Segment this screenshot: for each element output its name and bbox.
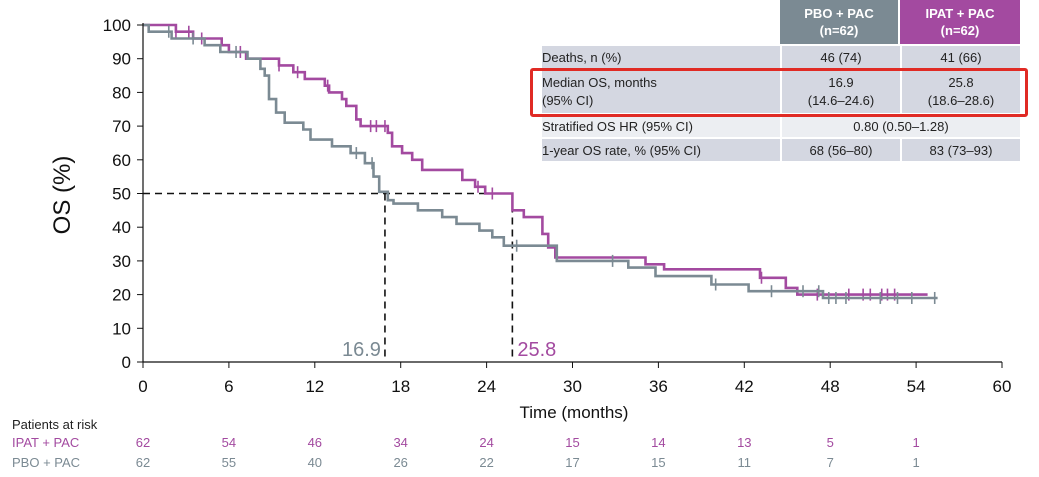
x-tick-label: 54: [907, 377, 926, 396]
y-tick-label: 90: [112, 50, 131, 69]
median-os-pbo: 16.9 (14.6–24.6): [780, 68, 900, 113]
header-ipat-arm: IPAT + PAC: [925, 6, 995, 21]
y-tick-label: 100: [103, 16, 131, 35]
risk-value: 26: [393, 455, 407, 470]
y-tick-label: 60: [112, 151, 131, 170]
risk-value: 14: [651, 435, 665, 450]
patients-at-risk-table: Patients at risk IPAT + PAC PBO + PAC 62…: [12, 417, 920, 470]
table-row-hazard-ratio: Stratified OS HR (95% CI) 0.80 (0.50–1.2…: [542, 113, 1020, 137]
header-pbo-arm: PBO + PAC: [804, 6, 874, 21]
x-tick-label: 48: [821, 377, 840, 396]
median-os-pbo-value: 16.9: [828, 74, 854, 90]
risk-value: 62: [136, 455, 150, 470]
y-axis-title: OS (%): [49, 156, 76, 235]
x-tick-label: 12: [305, 377, 324, 396]
risk-value: 15: [565, 435, 579, 450]
risk-value: 40: [308, 455, 322, 470]
risk-value: 24: [479, 435, 493, 450]
median-os-highlight-box: [530, 68, 1028, 117]
risk-value: 13: [737, 435, 751, 450]
y-tick-label: 40: [112, 218, 131, 237]
series-line-ipat: [143, 23, 928, 296]
axes: 0 10 20 30 40 50 60 70 80 90 100 0 6 12 18 24 30 36 42 48 54…: [103, 16, 1012, 396]
y-tick-label: 50: [112, 185, 131, 204]
header-pbo-pac: PBO + PAC (n=62): [780, 0, 900, 44]
deaths-ipat: 41 (66): [900, 44, 1020, 68]
table-row-one-year-rate: 1-year OS rate, % (95% CI) 68 (56–80) 83…: [542, 137, 1020, 161]
risk-row-label-ipat: IPAT + PAC: [12, 435, 79, 450]
x-tick-label: 24: [477, 377, 496, 396]
risk-value: 55: [222, 455, 236, 470]
header-pbo-n: (n=62): [819, 23, 859, 38]
x-tick-label: 60: [993, 377, 1012, 396]
one-year-rate-pbo: 68 (56–80): [780, 137, 900, 161]
deaths-label: Deaths, n (%): [542, 44, 780, 68]
x-axis-title: Time (months): [520, 403, 629, 422]
table-row-median-os: Median OS, months (95% CI) 16.9 (14.6–24…: [542, 68, 1020, 113]
median-os-pbo-ci: (14.6–24.6): [807, 92, 875, 108]
median-value-label: 25.8: [517, 339, 556, 361]
one-year-rate-label: 1-year OS rate, % (95% CI): [542, 137, 780, 161]
risk-table-title: Patients at risk: [12, 417, 98, 432]
median-os-label-line1: Median OS, months: [542, 74, 657, 90]
risk-value: 46: [308, 435, 322, 450]
x-tick-label: 42: [735, 377, 754, 396]
x-tick-label: 0: [138, 377, 147, 396]
risk-value: 22: [479, 455, 493, 470]
table-row-deaths: Deaths, n (%) 46 (74) 41 (66): [542, 44, 1020, 68]
risk-value: 15: [651, 455, 665, 470]
x-tick-label: 6: [224, 377, 233, 396]
median-value-label: 16.9: [342, 339, 381, 361]
x-tick-label: 36: [649, 377, 668, 396]
y-tick-label: 20: [112, 286, 131, 305]
y-tick-label: 80: [112, 83, 131, 102]
x-tick-label: 30: [563, 377, 582, 396]
risk-value: 1: [912, 435, 919, 450]
risk-value: 17: [565, 455, 579, 470]
table-header-row: PBO + PAC (n=62) IPAT + PAC (n=62): [542, 0, 1020, 44]
risk-value: 1: [912, 455, 919, 470]
median-os-ipat-value: 25.8: [948, 74, 974, 90]
header-blank-cell: [542, 0, 780, 44]
y-tick-label: 30: [112, 252, 131, 271]
y-tick-label: 0: [122, 353, 131, 372]
median-reference-lines: 16.9 25.8: [143, 192, 556, 362]
header-ipat-pac: IPAT + PAC (n=62): [900, 0, 1020, 44]
y-tick-label: 70: [112, 117, 131, 136]
x-tick-label: 18: [391, 377, 410, 396]
one-year-rate-ipat: 83 (73–93): [900, 137, 1020, 161]
risk-value: 5: [827, 435, 834, 450]
median-os-ipat: 25.8 (18.6–28.6): [900, 68, 1020, 113]
deaths-pbo: 46 (74): [780, 44, 900, 68]
risk-value: 11: [738, 455, 752, 470]
median-os-ipat-ci: (18.6–28.6): [927, 92, 995, 108]
header-ipat-n: (n=62): [940, 23, 980, 38]
risk-value: 54: [222, 435, 236, 450]
risk-value: 34: [393, 435, 407, 450]
median-os-label-line2: (95% CI): [542, 92, 594, 108]
summary-statistics-table: PBO + PAC (n=62) IPAT + PAC (n=62) Death…: [542, 0, 1020, 161]
risk-value: 62: [136, 435, 150, 450]
y-tick-label: 10: [112, 319, 131, 338]
series-line-pbo: [143, 23, 938, 300]
survival-curves: [143, 23, 938, 304]
risk-value: 7: [827, 455, 834, 470]
median-os-label: Median OS, months (95% CI): [542, 68, 780, 113]
risk-row-label-pbo: PBO + PAC: [12, 455, 80, 470]
